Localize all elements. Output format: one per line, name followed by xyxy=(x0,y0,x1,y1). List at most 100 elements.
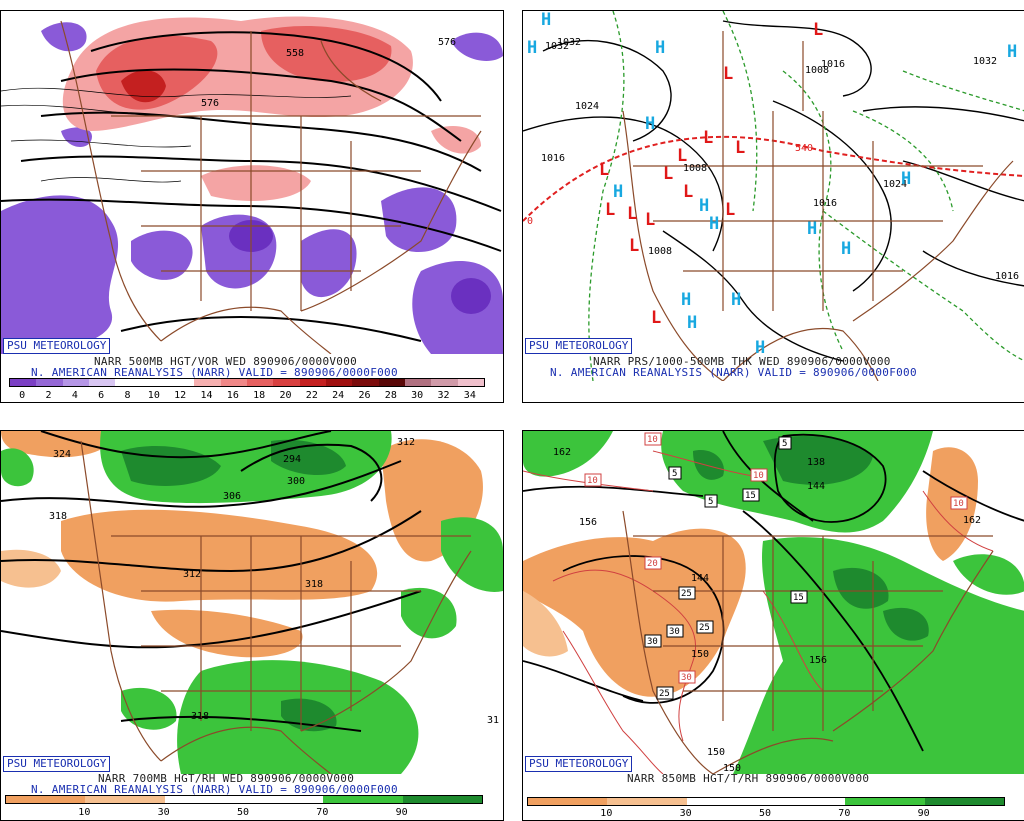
svg-text:5: 5 xyxy=(782,439,787,449)
political-boundaries xyxy=(622,510,994,774)
low-pressure-symbol: L xyxy=(813,20,823,40)
svg-text:10: 10 xyxy=(753,471,764,481)
low-pressure-symbol: L xyxy=(605,200,615,220)
panel-850mb-temperature-humidity: 162 156 150 138 144 144 162 150 150 156 … xyxy=(522,430,1024,821)
colorbar-tick-label: 90 xyxy=(917,808,930,819)
colorbar-swatch xyxy=(88,379,116,386)
humidity-colorbar-ticks: 10 30 50 70 90 xyxy=(5,807,481,819)
negative-vorticity-shading xyxy=(1,22,503,354)
vorticity-map: 558 576 576 xyxy=(1,11,503,354)
colorbar-tick-label: 30 xyxy=(679,808,692,819)
colorbar-tick-label: 26 xyxy=(358,390,371,401)
low-pressure-symbol: L xyxy=(677,146,687,166)
political-boundaries xyxy=(80,440,472,774)
high-pressure-symbol: H xyxy=(699,196,709,216)
humidity-colorbar xyxy=(527,797,1005,806)
high-pressure-symbol: H xyxy=(841,239,851,259)
high-pressure-symbol: H xyxy=(541,11,551,30)
colorbar-swatch xyxy=(62,379,89,386)
panel-500mb-vorticity: 558 576 576 PSU METEOROLOGY NARR 500MB H… xyxy=(0,10,504,403)
colorbar-swatch xyxy=(323,796,403,803)
contour-label: 1016 xyxy=(541,153,565,164)
contour-label: 1032 xyxy=(557,37,581,48)
temperature-label: 15 xyxy=(742,488,760,502)
contour-label: 138 xyxy=(807,457,825,468)
colorbar-tick-label: 50 xyxy=(758,808,772,819)
temperature-label: 30 xyxy=(678,670,696,684)
low-pressure-symbol: L xyxy=(683,182,693,202)
low-pressure-symbol: L xyxy=(725,200,735,220)
contour-label: 31 xyxy=(487,715,499,726)
contour-label: 1024 xyxy=(883,179,907,190)
colorbar-tick-label: 18 xyxy=(253,390,266,401)
colorbar-swatch xyxy=(164,796,244,803)
panel-title: NARR PRS/1000-500MB THK WED 890906/0000V… xyxy=(593,355,891,368)
svg-text:15: 15 xyxy=(745,491,756,501)
contour-label: 162 xyxy=(553,447,571,458)
svg-text:5: 5 xyxy=(708,497,713,507)
panel-subtitle: N. AMERICAN REANALYSIS (NARR) VALID = 89… xyxy=(31,783,398,796)
psu-meteorology-badge: PSU METEOROLOGY xyxy=(525,756,633,772)
colorbar-swatch xyxy=(243,796,324,803)
panel-title: NARR 850MB HGT/T/RH 890906/0000V000 xyxy=(627,772,870,785)
colorbar-swatch xyxy=(220,379,247,386)
colorbar-tick-label: 22 xyxy=(305,390,318,401)
colorbar-tick-label: 2 xyxy=(45,390,52,401)
colorbar-tick-label: 24 xyxy=(332,390,345,401)
panel-title: NARR 500MB HGT/VOR WED 890906/0000V000 xyxy=(94,355,358,368)
contour-label: 150 xyxy=(691,649,709,660)
colorbar-tick-label: 32 xyxy=(437,390,450,401)
svg-text:30: 30 xyxy=(669,627,680,637)
contour-labels: 558 576 576 xyxy=(201,37,456,109)
colorbar-tick-label: 70 xyxy=(838,808,851,819)
contour-label: 150 xyxy=(723,763,741,774)
colorbar-swatch xyxy=(924,798,1004,805)
colorbar-tick-label: 6 xyxy=(98,390,105,401)
political-boundaries xyxy=(60,20,482,354)
humidity-colorbar xyxy=(5,795,483,804)
colorbar-swatch xyxy=(246,379,274,386)
colorbar-swatch xyxy=(36,379,63,386)
colorbar-tick-label: 14 xyxy=(200,390,213,401)
contour-label: 324 xyxy=(53,449,71,460)
humidity-700mb-map: 324 318 312 318 306 300 294 312 318 31 xyxy=(1,431,503,774)
temperature-label: 25 xyxy=(678,586,696,600)
contour-label: 1016 xyxy=(821,59,845,70)
colorbar-swatch xyxy=(845,798,925,805)
colorbar-swatch xyxy=(194,379,221,386)
svg-text:10: 10 xyxy=(953,499,964,509)
panel-subtitle: N. AMERICAN REANALYSIS (NARR) VALID = 89… xyxy=(550,366,917,379)
temperature-label: 10 xyxy=(584,473,602,487)
colorbar-tick-label: 34 xyxy=(463,390,476,401)
temperature-label: 15 xyxy=(790,590,808,604)
pressure-thickness-map: 1032 1008 1024 1016 1008 1032 1016 1024 … xyxy=(523,11,1024,381)
colorbar-tick-label: 8 xyxy=(124,390,131,401)
temperature-label: 10 xyxy=(750,468,768,482)
temperature-label: 5 xyxy=(704,494,718,508)
contour-label: 318 xyxy=(305,579,323,590)
contour-label: 312 xyxy=(397,437,415,448)
contour-label: 1008 xyxy=(648,246,672,257)
colorbar-tick-label: 10 xyxy=(600,808,613,819)
svg-text:10: 10 xyxy=(647,435,658,445)
colorbar-swatch xyxy=(765,798,846,805)
contour-label: 1008 xyxy=(683,163,707,174)
panel-pressure-thickness: 1032 1008 1024 1016 1008 1032 1016 1024 … xyxy=(522,10,1024,403)
svg-text:25: 25 xyxy=(659,689,670,699)
high-pressure-symbol: H xyxy=(807,219,817,239)
contour-label: 1016 xyxy=(995,271,1019,282)
high-pressure-symbol: H xyxy=(687,313,697,333)
thickness-label: 540 xyxy=(795,143,813,154)
colorbar-swatch xyxy=(431,379,458,386)
contour-label: 1024 xyxy=(575,101,599,112)
colorbar-swatch xyxy=(299,379,326,386)
colorbar-swatch xyxy=(85,796,165,803)
contour-label: 318 xyxy=(49,511,67,522)
contour-label: 558 xyxy=(286,48,304,59)
colorbar-swatch xyxy=(141,379,168,386)
panel-700mb-humidity: 324 318 312 318 306 300 294 312 318 31 P… xyxy=(0,430,504,821)
colorbar-tick-label: 28 xyxy=(384,390,397,401)
contour-label: 162 xyxy=(963,515,981,526)
colorbar-tick-label: 4 xyxy=(71,390,78,401)
colorbar-swatch xyxy=(273,379,300,386)
